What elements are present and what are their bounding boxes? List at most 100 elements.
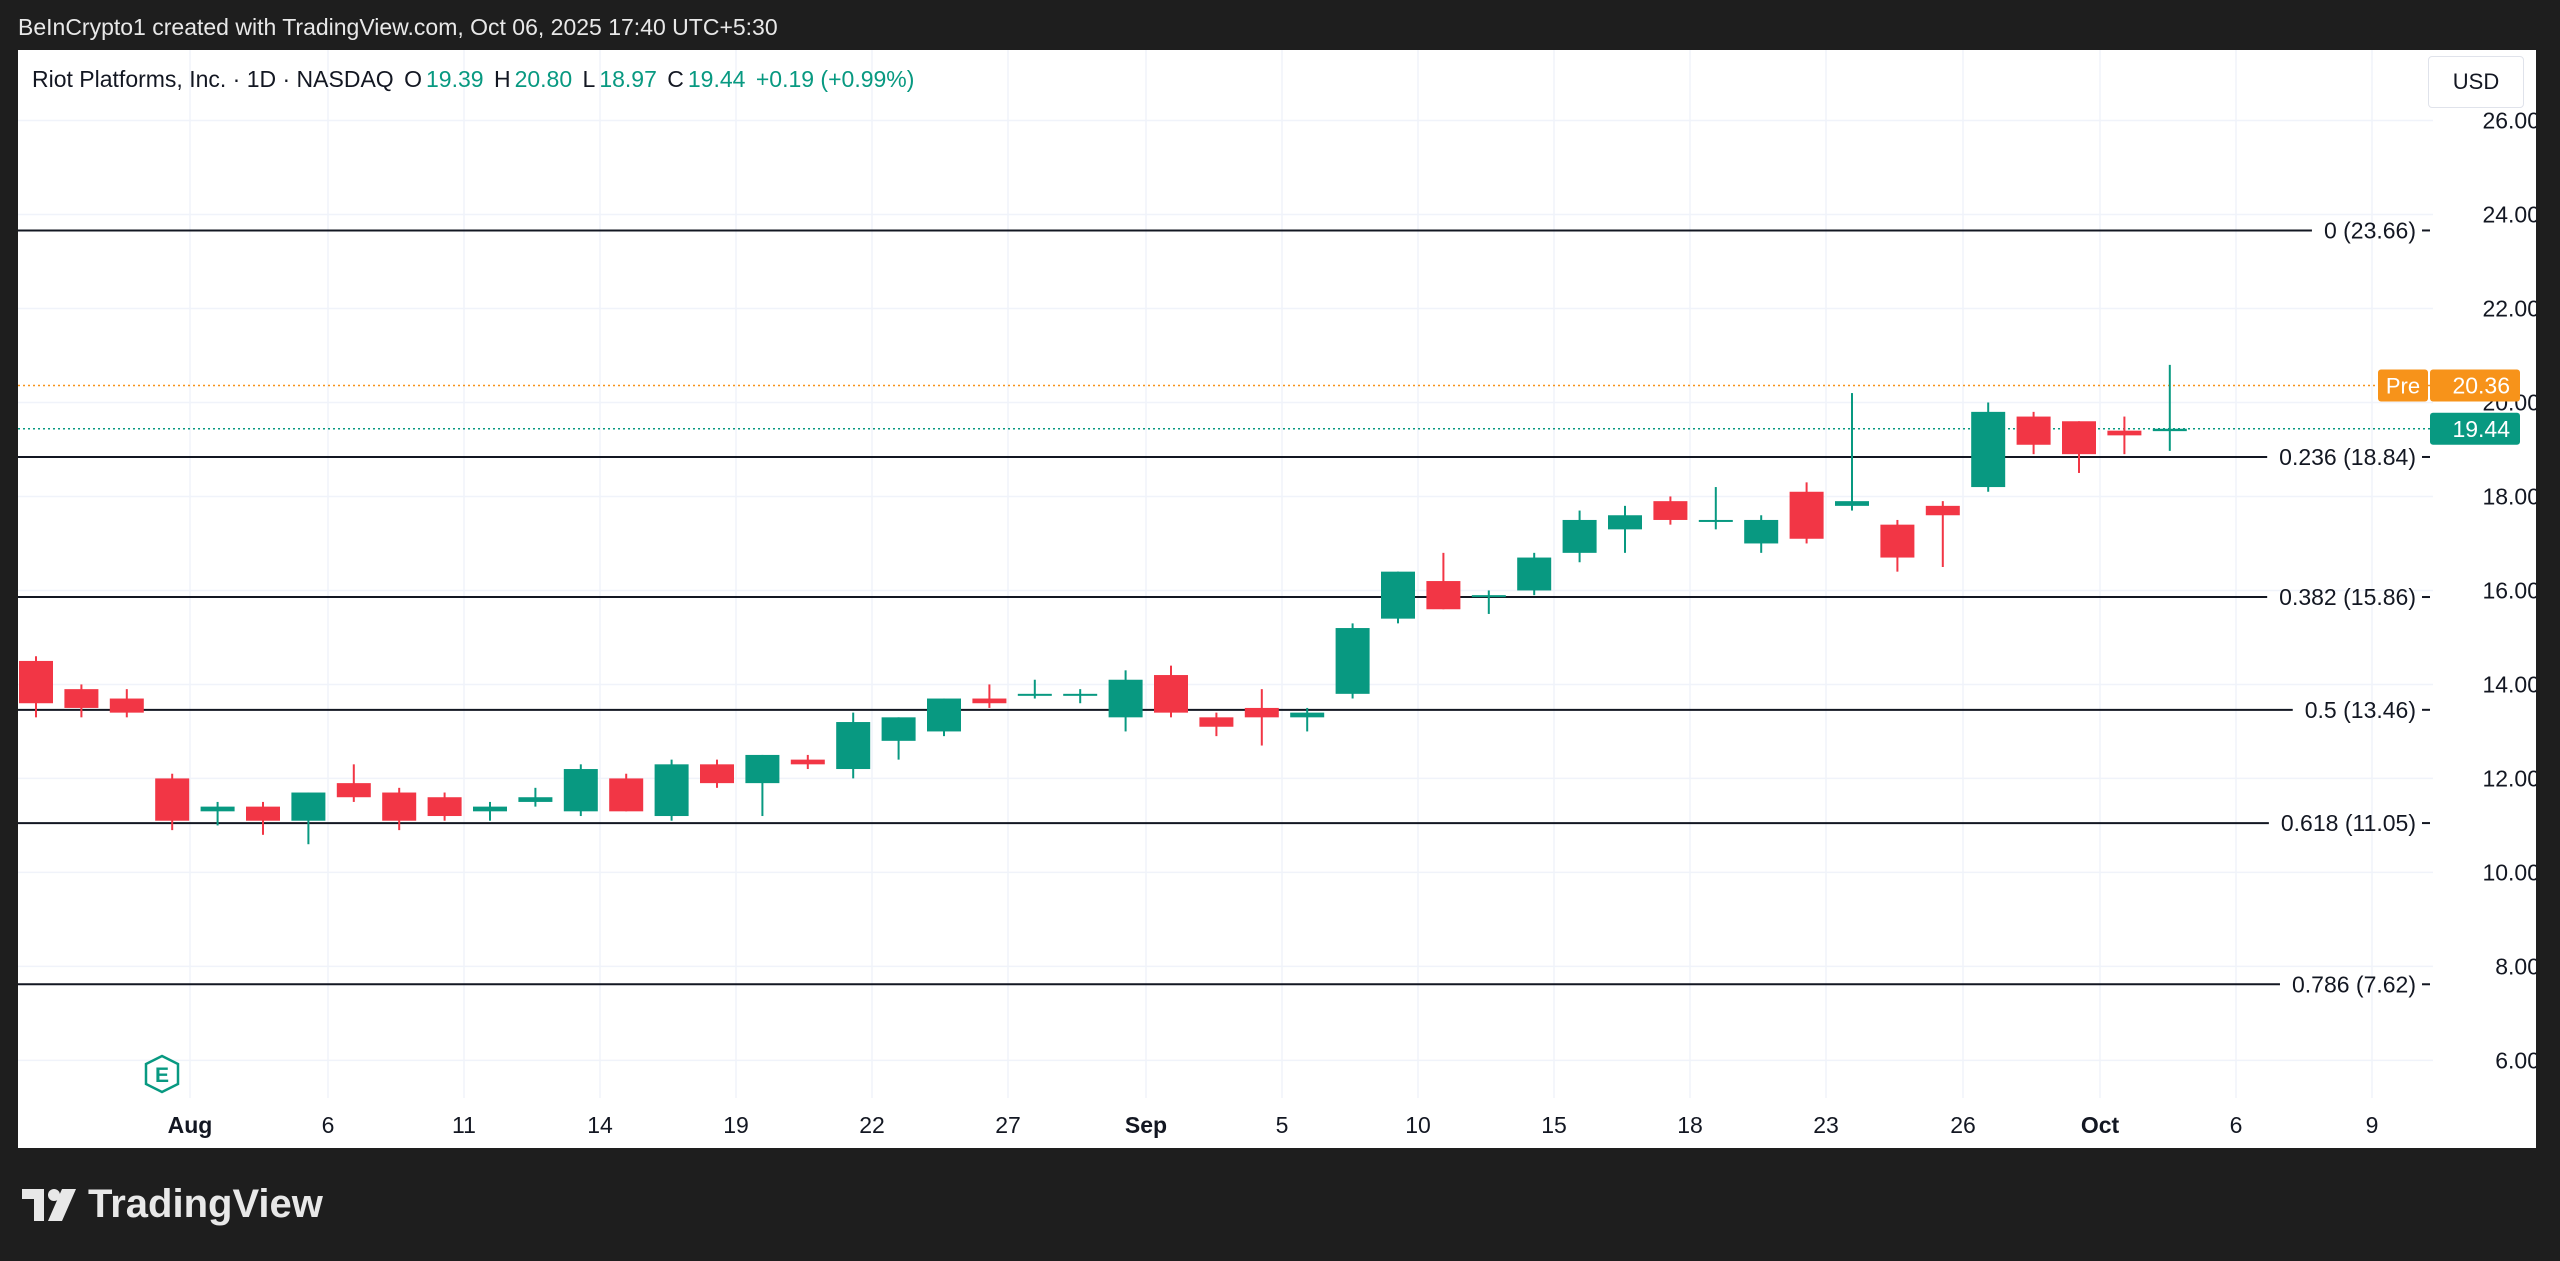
candle-body [473,806,507,812]
candle[interactable] [1880,519,1915,572]
x-tick-label: Sep [1125,1112,1167,1138]
candle-body [1971,411,2006,488]
pre-market-label: Pre [2386,374,2420,399]
candle[interactable] [246,801,280,835]
candle[interactable] [745,754,780,817]
pre-market-badge: Pre 20.36 [2378,369,2520,402]
candle-body [1471,595,1506,598]
symbol-legend: Riot Platforms, Inc. · 1D · NASDAQ O 19.3… [32,66,918,93]
candle[interactable] [1562,510,1597,563]
candle[interactable] [1199,712,1234,737]
candle[interactable] [1789,482,1824,544]
candle-body [64,689,99,708]
tradingview-logo-icon [22,1188,76,1221]
currency-button[interactable]: USD [2428,56,2524,108]
high-label: H [493,66,511,92]
x-tick-label: 6 [2230,1112,2243,1138]
candle[interactable] [1744,515,1779,553]
candle[interactable] [563,764,598,817]
svg-text:E: E [155,1064,169,1087]
axes: 6.008.0010.0012.0014.0016.0018.0020.0022… [168,107,2536,1138]
candle-body [1426,581,1461,610]
candle-body [881,717,916,741]
y-tick-label: 18.00 [2482,483,2536,509]
candle[interactable] [972,684,1007,708]
candle[interactable] [291,792,326,845]
candle-body [2016,416,2051,445]
last-price-badge: 19.44 [2430,412,2520,445]
chart-panel[interactable]: 0 (23.66) 0.236 (18.84) 0.382 (15.86) 0.5 (… [18,50,2536,1148]
candle[interactable] [473,801,507,821]
candle[interactable] [1835,393,1869,511]
candle[interactable] [927,698,961,737]
candle-body [109,698,144,713]
candlestick-chart[interactable]: 0 (23.66) 0.236 (18.84) 0.382 (15.86) 0.5 (… [18,50,2536,1148]
candle[interactable] [2152,364,2187,451]
x-tick-label: 23 [1813,1112,1839,1138]
candle[interactable] [518,787,553,807]
candle[interactable] [2062,421,2096,473]
fib-level-label: 0.618 (11.05) [2281,810,2416,836]
candle-body [200,806,235,812]
candle[interactable] [1608,505,1642,553]
candle-body [155,778,190,821]
candle[interactable] [427,792,462,821]
candle[interactable] [790,754,825,770]
candle[interactable] [700,759,734,788]
earnings-marker-icon[interactable]: E [144,1054,180,1094]
candle[interactable] [1244,689,1279,746]
candle[interactable] [64,684,99,718]
candle-body [745,754,780,784]
candle[interactable] [1426,552,1461,610]
candle-body [1835,501,1869,506]
candle[interactable] [1063,689,1098,704]
last-price-value: 19.44 [2452,416,2510,442]
x-tick-label: 11 [452,1112,476,1138]
candle[interactable] [1335,623,1370,699]
candle[interactable] [336,764,371,802]
candle-body [700,764,734,784]
candle[interactable] [109,689,144,718]
fibonacci-levels: 0 (23.66) 0.236 (18.84) 0.382 (15.86) 0.5 (… [18,217,2430,997]
x-tick-label: 6 [322,1112,335,1138]
candle[interactable] [200,801,235,826]
candle[interactable] [609,773,644,812]
candle[interactable] [1017,679,1052,699]
candle[interactable] [881,717,916,760]
candles[interactable] [19,364,2187,845]
tradingview-brand: TradingView [88,1182,323,1226]
close-value: 19.44 [687,66,746,92]
candle[interactable] [1925,501,1960,567]
candle[interactable] [1290,707,1325,732]
candle[interactable] [382,787,417,831]
candle[interactable] [1517,552,1552,596]
x-tick-label: 5 [1276,1112,1289,1138]
pre-market-value: 20.36 [2452,373,2510,399]
close-label: C [667,66,684,92]
candle-body [2107,430,2142,436]
candle[interactable] [836,712,871,779]
candle[interactable] [1698,487,1733,530]
candle-body [927,698,961,732]
grid-lines [18,50,2433,1098]
y-tick-label: 12.00 [2482,765,2536,791]
candle-body [1653,501,1688,520]
candle[interactable] [1971,402,2006,492]
candle[interactable] [19,656,53,718]
candle[interactable] [155,773,190,831]
chart-caption: BeInCrypto1 created with TradingView.com… [18,14,778,40]
candle[interactable] [1471,590,1506,614]
x-tick-label: 19 [723,1112,749,1138]
candle[interactable] [1108,670,1143,732]
candle[interactable] [1154,665,1188,718]
open-value: 19.39 [425,66,484,92]
candle[interactable] [1381,571,1415,624]
candle-body [1290,712,1325,718]
candle[interactable] [2016,411,2051,455]
candle-body [382,792,417,821]
candle[interactable] [1653,496,1688,525]
candle-body [563,769,598,812]
candle[interactable] [654,759,689,821]
tradingview-logo[interactable]: TradingView [22,1182,323,1227]
candle[interactable] [2107,416,2142,455]
